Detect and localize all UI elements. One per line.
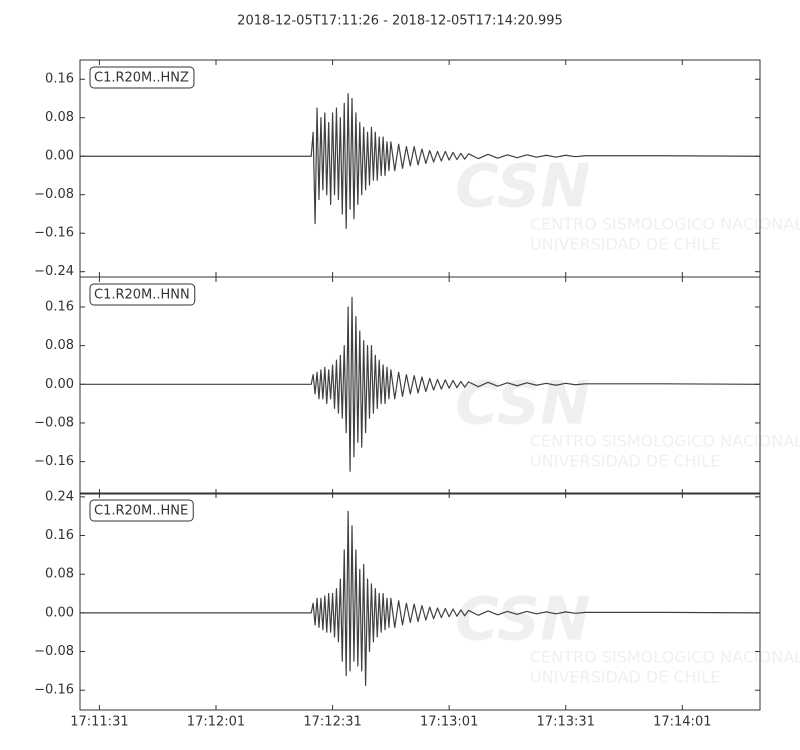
x-tick-label: 17:12:01	[187, 715, 245, 730]
y-tick-label: 0.16	[45, 528, 74, 543]
trace-label: C1.R20M..HNN	[94, 288, 190, 303]
y-tick-label: 0.00	[45, 605, 74, 620]
watermark-text: CENTRO SISMOLOGICO NACIONAL	[530, 215, 800, 234]
trace-label-box	[89, 283, 196, 306]
y-tick-label: −0.16	[34, 226, 74, 241]
y-tick-label: 0.16	[45, 72, 74, 87]
y-tick-label: −0.08	[34, 415, 74, 430]
y-tick-label: −0.08	[34, 644, 74, 659]
x-tick-label: 17:13:31	[537, 715, 595, 730]
x-tick-label: 17:11:31	[70, 715, 128, 730]
waveform	[80, 510, 761, 686]
waveform	[80, 296, 761, 472]
plot-frame	[79, 492, 761, 711]
plot-frame	[79, 276, 761, 495]
trace-label-box	[89, 66, 195, 89]
y-tick-label: −0.16	[34, 454, 74, 469]
waveform	[80, 93, 761, 229]
y-tick-label: 0.24	[45, 489, 74, 504]
chart-title: 2018-12-05T17:11:26 - 2018-12-05T17:14:2…	[237, 14, 563, 29]
y-tick-label: 0.08	[45, 567, 74, 582]
watermark-text: CENTRO SISMOLOGICO NACIONAL	[530, 432, 800, 451]
watermark-logo: CSN	[455, 369, 590, 439]
watermark-text: UNIVERSIDAD DE CHILE	[530, 235, 720, 254]
y-tick-label: 0.00	[45, 377, 74, 392]
x-tick-label: 17:13:01	[420, 715, 478, 730]
y-tick-label: 0.08	[45, 338, 74, 353]
watermark-text: UNIVERSIDAD DE CHILE	[530, 452, 720, 471]
watermark-logo: CSN	[455, 585, 590, 655]
watermark-text: UNIVERSIDAD DE CHILE	[530, 668, 720, 687]
y-tick-label: 0.08	[45, 110, 74, 125]
trace-label: C1.R20M..HNZ	[94, 71, 189, 86]
x-tick-label: 17:14:01	[653, 715, 711, 730]
y-tick-label: 0.16	[45, 299, 74, 314]
watermark-logo: CSN	[455, 152, 590, 222]
y-tick-label: 0.00	[45, 149, 74, 164]
y-tick-label: −0.16	[34, 683, 74, 698]
trace-label: C1.R20M..HNE	[94, 504, 188, 519]
watermark-text: CENTRO SISMOLOGICO NACIONAL	[530, 648, 800, 667]
y-tick-label: −0.08	[34, 187, 74, 202]
x-tick-label: 17:12:31	[303, 715, 361, 730]
trace-label-box	[89, 499, 194, 522]
y-tick-label: −0.24	[34, 264, 74, 279]
